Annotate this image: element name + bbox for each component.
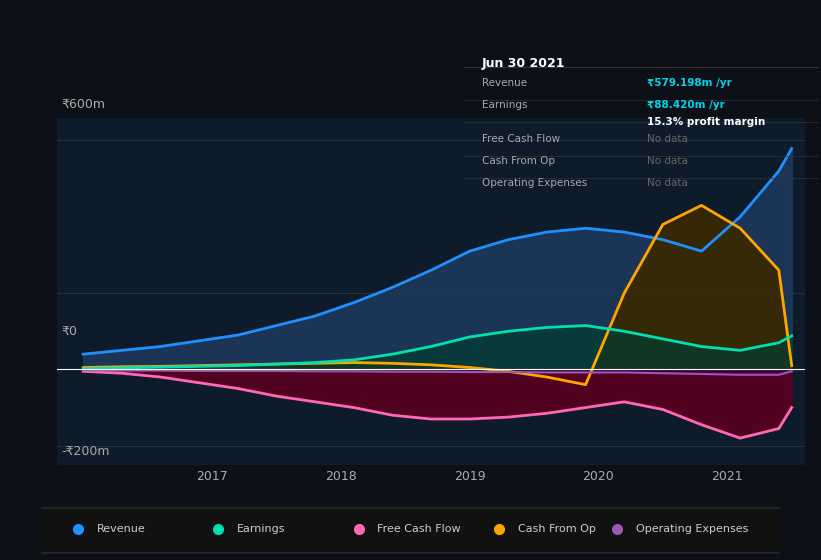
Text: Free Cash Flow: Free Cash Flow	[378, 524, 461, 534]
Text: -₹200m: -₹200m	[62, 445, 110, 458]
Text: Free Cash Flow: Free Cash Flow	[481, 134, 560, 144]
Text: No data: No data	[648, 156, 688, 166]
FancyBboxPatch shape	[26, 508, 795, 553]
Text: Earnings: Earnings	[237, 524, 286, 534]
Text: Operating Expenses: Operating Expenses	[481, 178, 587, 188]
Text: Revenue: Revenue	[481, 78, 526, 88]
Text: Earnings: Earnings	[481, 100, 527, 110]
Text: Cash From Op: Cash From Op	[481, 156, 554, 166]
Text: Revenue: Revenue	[97, 524, 145, 534]
Text: No data: No data	[648, 178, 688, 188]
Text: ₹88.420m /yr: ₹88.420m /yr	[648, 100, 725, 110]
Text: Jun 30 2021: Jun 30 2021	[481, 57, 565, 69]
Text: ₹579.198m /yr: ₹579.198m /yr	[648, 78, 732, 88]
Text: ₹600m: ₹600m	[62, 97, 105, 111]
Text: Operating Expenses: Operating Expenses	[636, 524, 748, 534]
Text: 15.3% profit margin: 15.3% profit margin	[648, 117, 766, 127]
Text: Cash From Op: Cash From Op	[518, 524, 595, 534]
Text: ₹0: ₹0	[62, 325, 77, 338]
Text: No data: No data	[648, 134, 688, 144]
